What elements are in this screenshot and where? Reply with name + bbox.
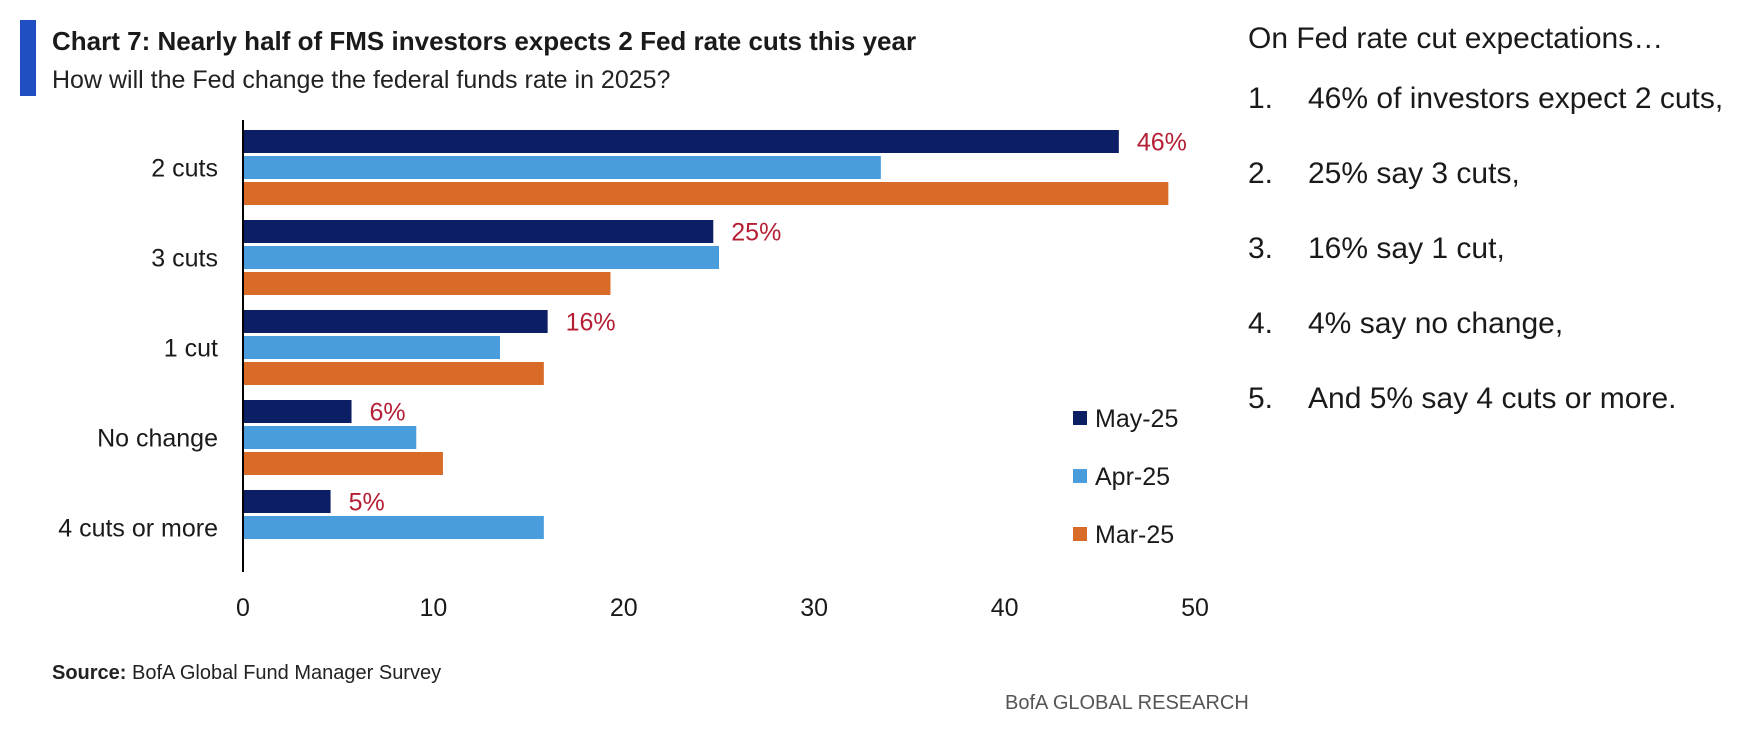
- chart-subtitle: How will the Fed change the federal fund…: [52, 66, 671, 94]
- bar: [243, 182, 1169, 205]
- legend-label: Apr-25: [1095, 463, 1170, 491]
- bar: [243, 362, 544, 385]
- bar: [243, 400, 352, 423]
- bar: [243, 130, 1119, 153]
- data-label: 6%: [370, 399, 406, 427]
- bar: [243, 452, 443, 475]
- bar: [243, 310, 548, 333]
- legend-swatch: [1073, 411, 1087, 425]
- bar: [243, 336, 501, 359]
- note-number: 4.: [1248, 307, 1274, 340]
- bar: [243, 246, 719, 269]
- note-text: 25% say 3 cuts,: [1308, 157, 1520, 190]
- category-label: 4 cuts or more: [58, 515, 218, 543]
- source-text: BofA Global Fund Manager Survey: [132, 662, 442, 684]
- x-tick-label: 20: [610, 594, 638, 622]
- bar-chart: 46% 2 cuts 25% 3 cuts 16% 1 cut 6% No change 5% 4…: [58, 120, 1209, 622]
- legend-label: Mar-25: [1095, 521, 1174, 549]
- legend-swatch: [1073, 527, 1087, 541]
- data-label: 25%: [731, 219, 781, 247]
- bar: [243, 426, 417, 449]
- bar: [243, 220, 714, 243]
- note-number: 2.: [1248, 157, 1274, 190]
- x-tick-label: 0: [236, 594, 250, 622]
- data-label: 46%: [1137, 129, 1187, 157]
- note-item: 2. 25% say 3 cuts,: [1248, 157, 1748, 232]
- bar: [243, 490, 331, 513]
- category-label: 3 cuts: [151, 245, 218, 273]
- note-text: 46% of investors expect 2 cuts,: [1308, 82, 1724, 115]
- note-text: And 5% say 4 cuts or more.: [1308, 382, 1677, 415]
- note-number: 3.: [1248, 232, 1274, 265]
- note-text: 16% say 1 cut,: [1308, 232, 1505, 265]
- note-number: 5.: [1248, 382, 1274, 415]
- note-item: 3. 16% say 1 cut,: [1248, 232, 1748, 307]
- note-item: 4. 4% say no change,: [1248, 307, 1748, 382]
- bar: [243, 272, 611, 295]
- x-tick-label: 40: [991, 594, 1019, 622]
- legend-swatch: [1073, 469, 1087, 483]
- note-text: 4% say no change,: [1308, 307, 1564, 340]
- category-label: 2 cuts: [151, 155, 218, 183]
- bar: [243, 156, 881, 179]
- notes-panel: On Fed rate cut expectations… 1. 46% of …: [1248, 22, 1748, 457]
- data-label: 5%: [349, 489, 385, 517]
- notes-heading: On Fed rate cut expectations…: [1248, 22, 1664, 55]
- note-item: 5. And 5% say 4 cuts or more.: [1248, 382, 1748, 457]
- source-note: Source: BofA Global Fund Manager Survey: [52, 662, 441, 685]
- x-tick-label: 30: [800, 594, 828, 622]
- title-accent-bar: [20, 20, 36, 96]
- x-tick-label: 10: [419, 594, 447, 622]
- note-item: 1. 46% of investors expect 2 cuts,: [1248, 82, 1748, 157]
- category-label: No change: [97, 425, 218, 453]
- source-label: Source:: [52, 662, 127, 684]
- brand-label: BofA GLOBAL RESEARCH: [1005, 692, 1249, 714]
- note-number: 1.: [1248, 82, 1274, 115]
- data-label: 16%: [566, 309, 616, 337]
- bar: [243, 516, 544, 539]
- category-label: 1 cut: [164, 335, 218, 363]
- legend-label: May-25: [1095, 405, 1178, 433]
- chart-title: Chart 7: Nearly half of FMS investors ex…: [52, 26, 917, 56]
- x-tick-label: 50: [1181, 594, 1209, 622]
